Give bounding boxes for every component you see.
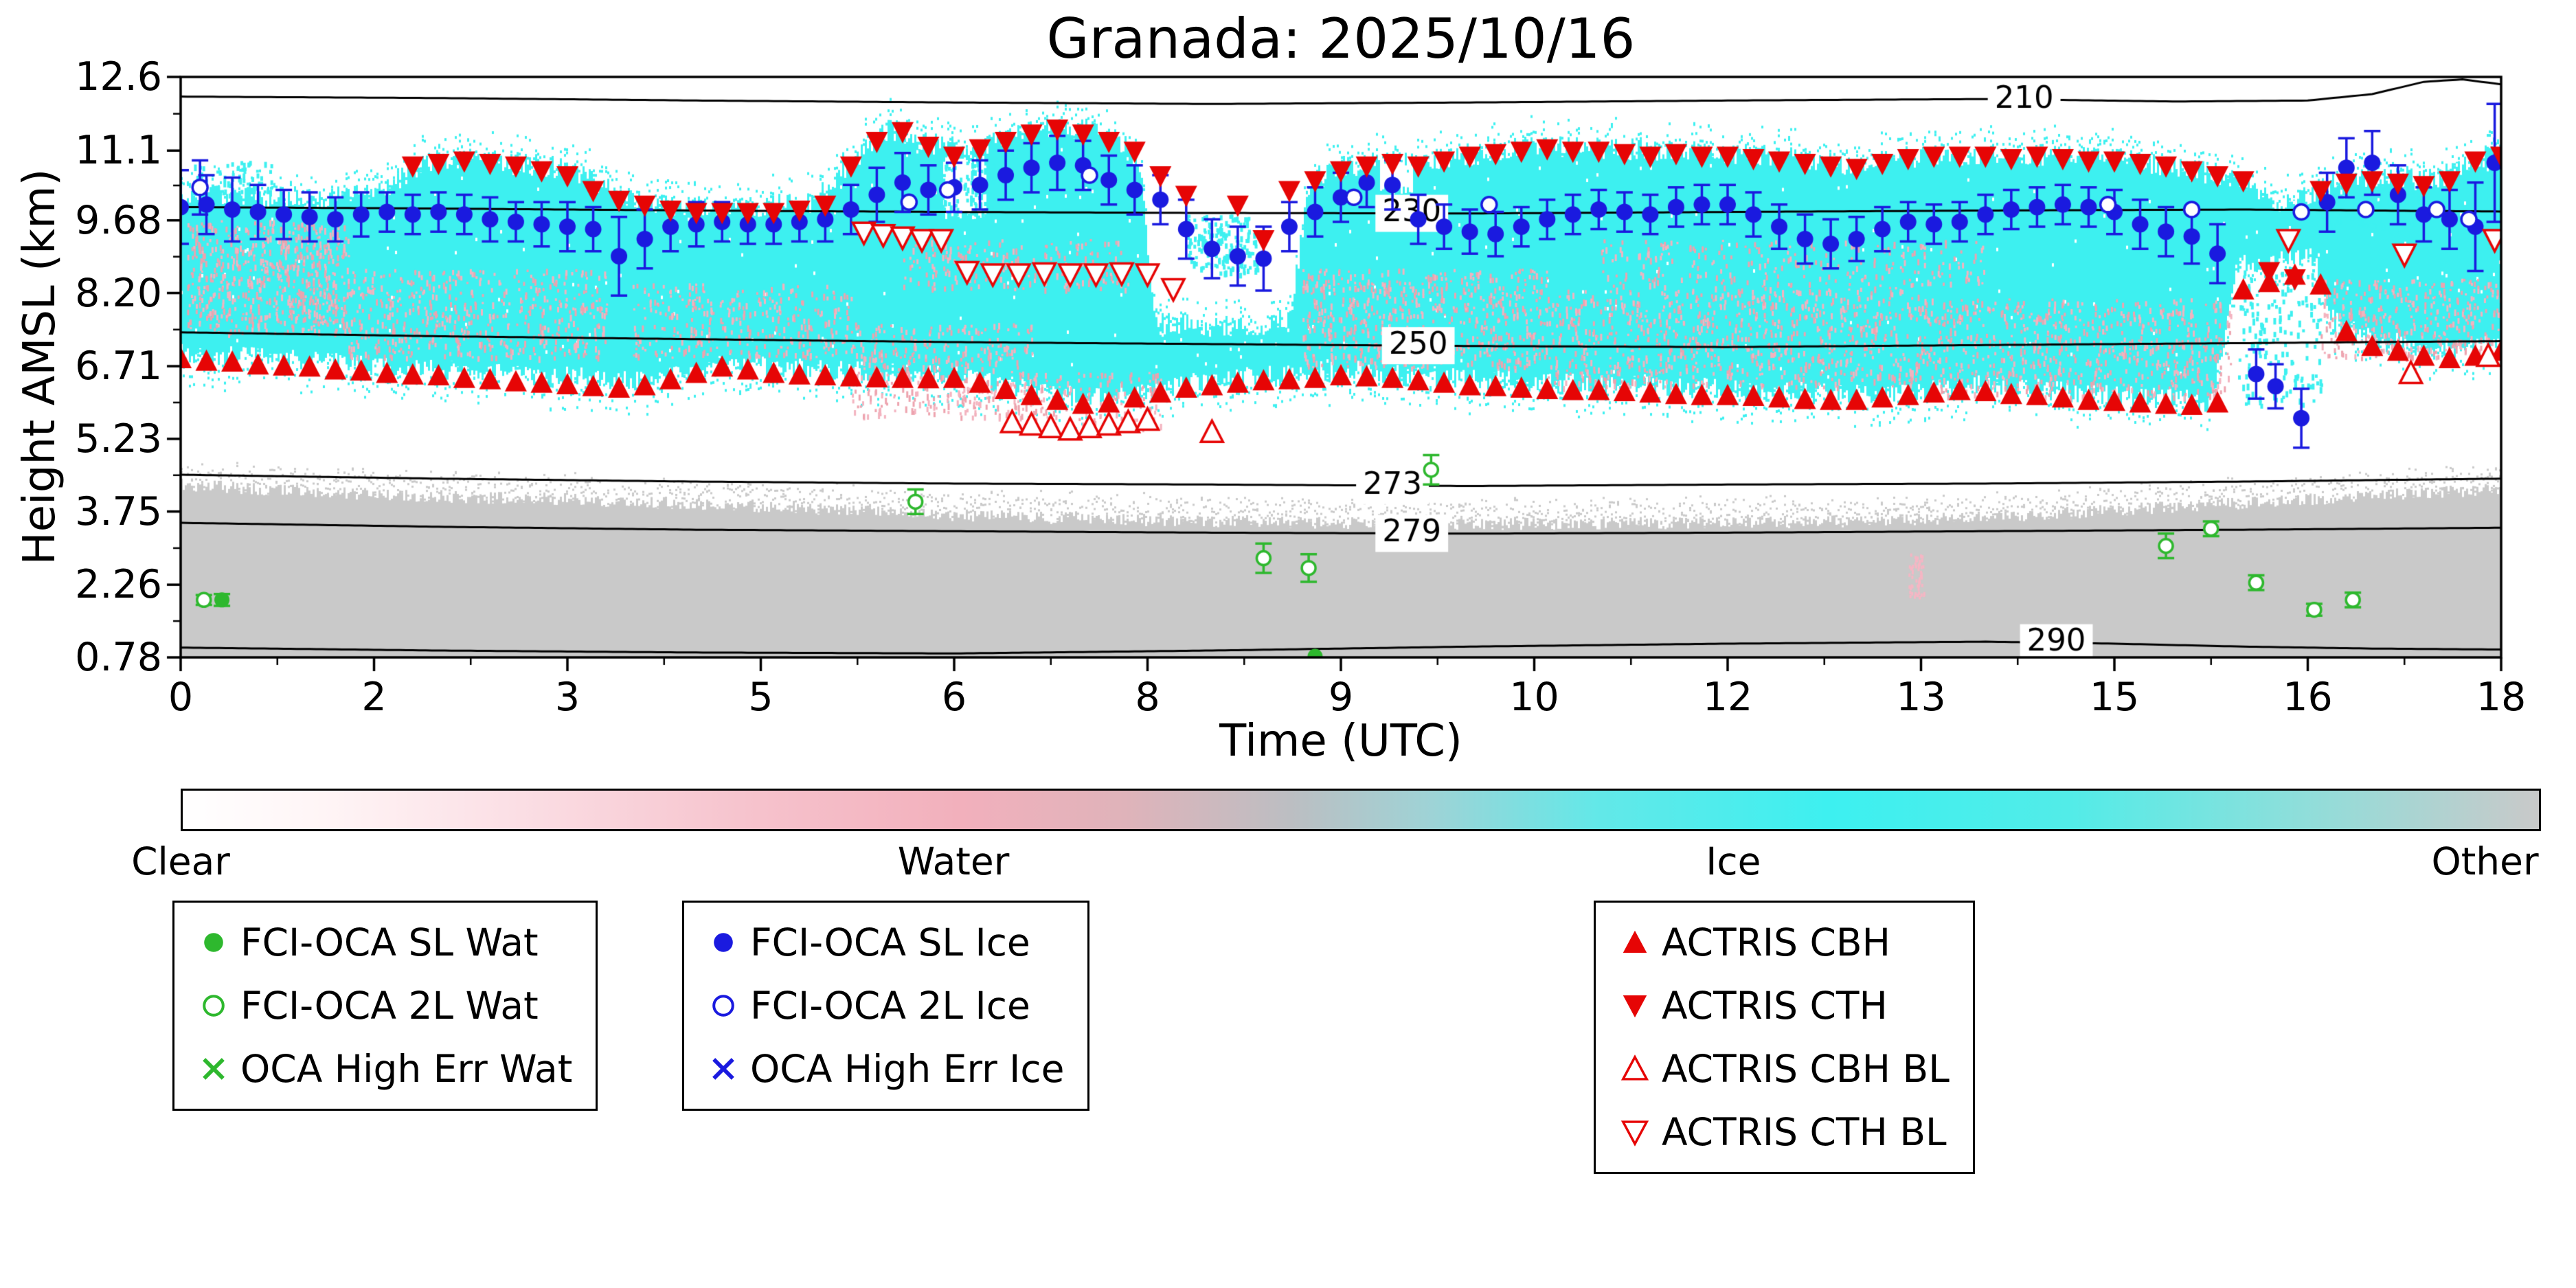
legend-entry: ACTRIS CTH [1619, 984, 1950, 1028]
filled-triangle-up-icon [1623, 930, 1647, 953]
x-tick-label: 16 [2283, 675, 2333, 720]
colorbar-label: Other [2431, 839, 2539, 883]
x-tick-label: 3 [554, 675, 580, 720]
legend-entry: ACTRIS CTH BL [1619, 1110, 1950, 1154]
legend-entry: FCI-OCA 2L Ice [708, 984, 1064, 1028]
open-circle-icon [203, 995, 225, 1017]
legend-box: FCI-OCA SL Ice FCI-OCA 2L Ice OCA High Err… [682, 901, 1090, 1111]
colorbar-label: Ice [1706, 839, 1761, 883]
y-tick-label: 2.26 [75, 562, 162, 608]
colorbar-label: Water [897, 839, 1010, 883]
x-tick-label: 2 [361, 675, 387, 720]
x-tick-label: 13 [1896, 675, 1946, 720]
legend-entry: OCA High Err Wat [198, 1047, 572, 1091]
legend-entry-label: OCA High Err Ice [750, 1047, 1065, 1091]
x-tick-label: 18 [2476, 675, 2527, 720]
legend-entry-label: FCI-OCA 2L Wat [240, 984, 539, 1028]
legend-entry-label: FCI-OCA SL Wat [240, 920, 539, 964]
x-marker-icon [712, 1058, 734, 1080]
y-tick-label: 8.20 [75, 270, 162, 316]
y-tick-label: 9.68 [75, 197, 162, 243]
legend-entry: FCI-OCA SL Wat [198, 920, 572, 964]
colorbar-gradient [183, 791, 2539, 829]
x-tick-label: 5 [748, 675, 773, 720]
y-tick-label: 3.75 [75, 488, 162, 534]
plot-canvas [0, 0, 2576, 756]
colorbar [181, 789, 2541, 831]
filled-triangle-down-icon [1623, 995, 1647, 1018]
x-axis-label: Time (UTC) [1219, 716, 1462, 767]
open-circle-icon [712, 995, 734, 1017]
legend-entry-label: ACTRIS CTH BL [1662, 1110, 1947, 1154]
legend-entry: ACTRIS CBH [1619, 920, 1950, 964]
x-tick-label: 10 [1509, 675, 1559, 720]
y-tick-label: 0.78 [75, 635, 162, 680]
legend-entry: FCI-OCA 2L Wat [198, 984, 572, 1028]
legend-entry: ACTRIS CBH BL [1619, 1047, 1950, 1091]
legend-entry-label: FCI-OCA SL Ice [750, 920, 1030, 964]
x-tick-label: 12 [1702, 675, 1753, 720]
legend-entry-label: FCI-OCA 2L Ice [750, 984, 1030, 1028]
legend-entry-label: ACTRIS CBH [1662, 920, 1890, 964]
legend-entry-label: ACTRIS CTH [1662, 984, 1888, 1028]
y-tick-label: 12.6 [75, 54, 162, 100]
legend-entry: OCA High Err Ice [708, 1047, 1064, 1091]
x-marker-icon [203, 1058, 225, 1080]
chart-title: Granada: 2025/10/16 [1046, 7, 1636, 71]
x-tick-label: 6 [941, 675, 967, 720]
x-tick-label: 8 [1135, 675, 1160, 720]
x-tick-label: 0 [168, 675, 194, 720]
open-triangle-down-icon [1620, 1120, 1649, 1146]
legend-entry-label: OCA High Err Wat [240, 1047, 573, 1091]
legend-entry: FCI-OCA SL Ice [708, 920, 1064, 964]
open-triangle-up-icon [1620, 1054, 1649, 1081]
filled-circle-icon [204, 933, 223, 952]
y-tick-label: 11.1 [75, 128, 162, 174]
legend-box: FCI-OCA SL Wat FCI-OCA 2L Wat OCA High Err… [172, 901, 598, 1111]
x-tick-label: 15 [2089, 675, 2140, 720]
y-tick-label: 6.71 [75, 343, 162, 389]
legend-box: ACTRIS CBH ACTRIS CTH ACTRIS CBH BL ACTRIS … [1594, 901, 1975, 1174]
x-tick-label: 9 [1328, 675, 1354, 720]
y-tick-label: 5.23 [75, 416, 162, 462]
filled-circle-icon [714, 933, 733, 952]
legend-entry-label: ACTRIS CBH BL [1662, 1047, 1950, 1091]
colorbar-label: Clear [131, 839, 230, 883]
